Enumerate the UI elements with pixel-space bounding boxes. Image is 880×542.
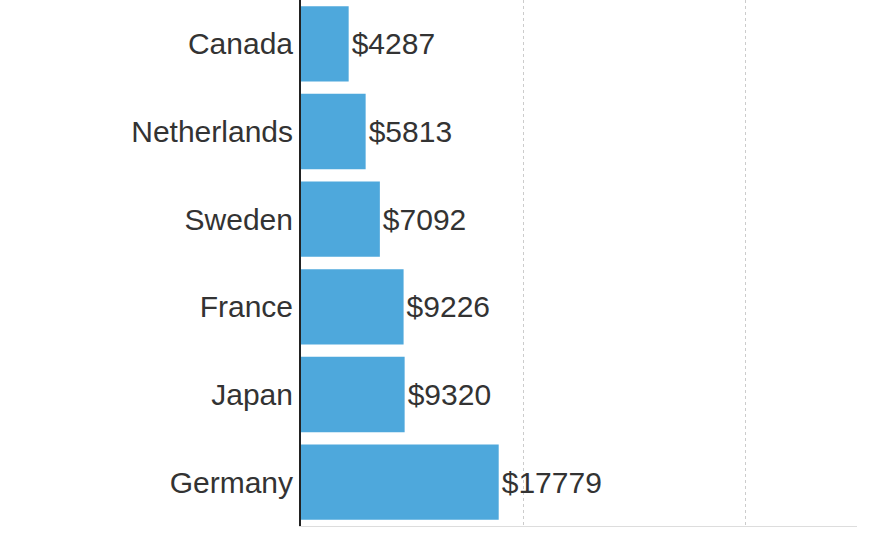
svg-text:$7092: $7092 [383,203,466,236]
svg-text:France: France [200,290,293,323]
svg-text:Canada: Canada [188,27,293,60]
svg-text:$17779: $17779 [502,466,602,499]
svg-text:$9226: $9226 [407,290,490,323]
svg-text:Japan: Japan [211,378,293,411]
svg-text:Germany: Germany [170,466,293,499]
svg-text:Netherlands: Netherlands [131,115,293,148]
svg-text:$9320: $9320 [408,378,491,411]
svg-text:$4287: $4287 [352,27,435,60]
svg-text:Sweden: Sweden [185,203,293,236]
svg-text:$5813: $5813 [369,115,452,148]
